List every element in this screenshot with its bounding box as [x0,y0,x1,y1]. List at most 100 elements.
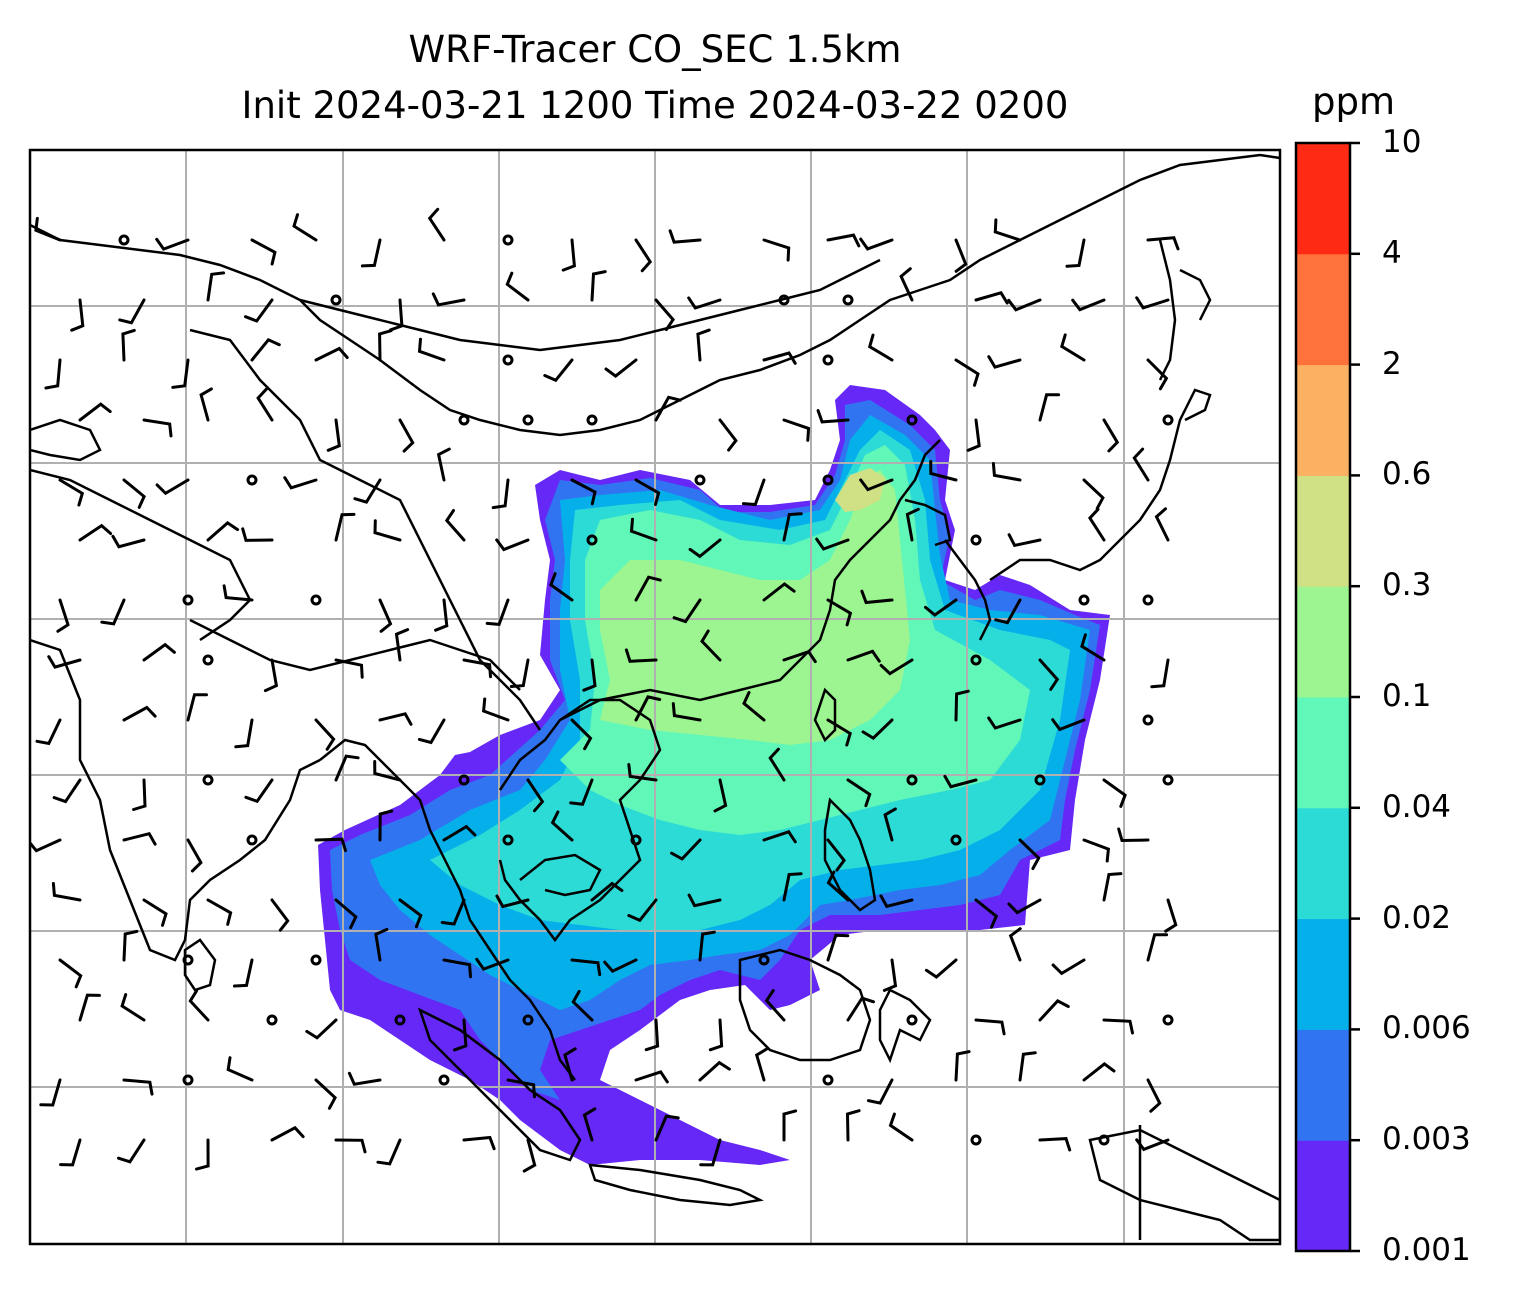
wind-barb [283,476,318,490]
border-china-west [189,328,542,731]
wind-barb [250,337,281,362]
wind-barb [453,1018,468,1052]
wind-barb [506,1078,536,1099]
wind-barb [509,658,530,688]
wind-barb [244,778,274,804]
wind-barb [188,989,210,1022]
wind-barb [51,882,82,902]
wind-barb [987,716,1022,730]
wind-barb [696,328,711,362]
wind-barb [634,1070,669,1084]
wind-barb [495,538,530,552]
wind-barb [142,642,176,662]
coastline-sulawesi [878,988,932,1064]
calm-wind-marker [118,234,130,246]
wind-barb [826,870,850,902]
colorbar-tick-label: 0.1 [1382,678,1432,714]
coastline-philippines [823,797,877,912]
wind-barb [888,1112,914,1142]
wind-barb [35,718,62,746]
wind-barb [924,598,958,617]
wind-barb [155,237,190,251]
calm-wind-marker [310,594,322,606]
wind-barb [629,517,658,542]
wind-barb [44,358,62,390]
wind-barb [846,996,875,1022]
wind-barb [929,460,958,482]
wind-barb [334,898,358,930]
wind-barb [708,1018,724,1052]
wind-barb [826,838,846,872]
wind-barb [206,898,233,926]
wind-barb [374,927,389,962]
wind-barb [122,831,157,846]
wind-barb [39,1078,62,1107]
wind-barb [571,989,594,1022]
field-level-03 [835,468,885,512]
wind-barb [1102,778,1127,808]
wind-barb [378,712,413,726]
wind-barb [199,387,213,422]
wind-barb [816,409,850,424]
wind-barb [505,271,530,302]
colorbar-tick-label: 0.04 [1382,788,1452,825]
wind-barb [713,778,728,813]
calm-wind-marker [906,1014,918,1026]
wind-barb [334,754,360,782]
wind-barb [440,898,466,926]
calm-wind-marker [522,1014,534,1026]
colorbar-tick-label: 10 [1382,124,1422,160]
plot-title-line-2: Init 2024-03-21 1200 Time 2024-03-22 020… [241,84,1069,127]
wind-barb [1082,1062,1116,1082]
wind-barb [434,598,449,632]
calm-wind-marker [1162,414,1174,426]
wind-barb [879,658,914,676]
colorbar-segment-0 [1296,1140,1350,1252]
wind-barb [78,523,113,542]
colorbar-segment-1 [1296,1029,1350,1141]
wind-barb [924,958,958,979]
wind-barb [263,658,279,693]
wind-barb [250,238,277,266]
wind-barb [495,894,530,909]
wind-barb [627,763,658,782]
colorbar-tick-label: 0.3 [1382,567,1432,604]
coastline-new-guinea [1088,1128,1280,1242]
wind-barb [563,1047,577,1082]
wind-barb [1018,1051,1037,1082]
wind-barb [1038,393,1061,422]
calm-wind-marker [1098,1134,1110,1146]
wind-barb [58,478,85,507]
wind-barb [122,478,146,509]
wind-barb [742,691,766,722]
calm-wind-marker [1034,774,1046,786]
calm-wind-marker [182,1074,194,1086]
wind-barb [353,478,382,504]
wind-barb [314,837,347,853]
colorbar-tick-label: 0.6 [1382,456,1432,493]
wind-barb [58,958,83,989]
wind-barb [570,478,597,506]
wind-barb [427,207,446,242]
calm-wind-marker [1142,594,1154,606]
wind-barb [826,933,850,962]
wind-barb [624,648,658,663]
wind-barb [879,894,914,909]
wind-barb [244,298,274,323]
wind-barb [1132,447,1150,482]
wind-barb [754,1047,769,1082]
wind-barb [1038,658,1060,691]
colorbar-segment-8 [1296,253,1350,366]
wind-barb [762,238,791,262]
wind-barb [899,267,914,302]
wind-barb [47,655,82,669]
wind-barb [654,298,675,332]
wind-barb [270,1125,305,1142]
wind-barb [582,658,597,692]
wind-barb [78,402,112,422]
wind-barb [782,872,803,902]
wind-barb [360,238,382,268]
calm-wind-marker [970,1134,982,1146]
wind-barb [398,418,415,453]
